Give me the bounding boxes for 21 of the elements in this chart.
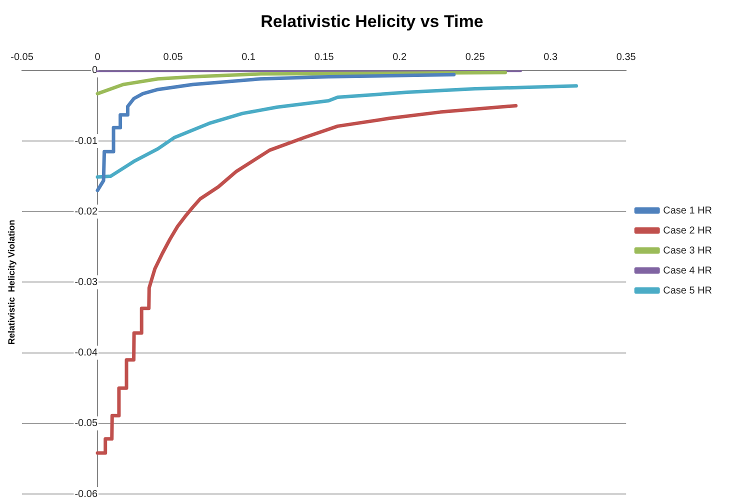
x-tick-label: 0.1 [242, 52, 256, 64]
x-tick-label: 0.15 [314, 52, 334, 64]
y-tick-label: -0.03 [74, 276, 98, 288]
x-tick-label: 0.05 [163, 52, 184, 64]
legend-label: Case 3 HR [663, 245, 712, 256]
legend-label: Case 2 HR [663, 225, 712, 236]
y-axis-title: Relativistic Helicity Violation [6, 220, 16, 345]
x-tick-label: 0.3 [544, 52, 558, 64]
chart-title: Relativistic Helicity vs Time [260, 12, 484, 31]
legend-label: Case 1 HR [663, 205, 712, 216]
y-tick-label: -0.05 [74, 418, 98, 430]
y-tick-label: -0.01 [74, 136, 98, 147]
x-tick-label: -0.05 [10, 52, 34, 64]
legend-label: Case 5 HR [663, 285, 712, 296]
y-tick-label: -0.02 [74, 206, 98, 218]
y-tick-label: -0.04 [74, 348, 98, 359]
x-tick-label: 0.2 [392, 52, 407, 64]
legend-label: Case 4 HR [663, 265, 712, 276]
y-tick-label: -0.06 [74, 488, 98, 500]
x-tick-label: 0.25 [465, 52, 486, 64]
x-tick-label: 0.35 [616, 52, 636, 64]
